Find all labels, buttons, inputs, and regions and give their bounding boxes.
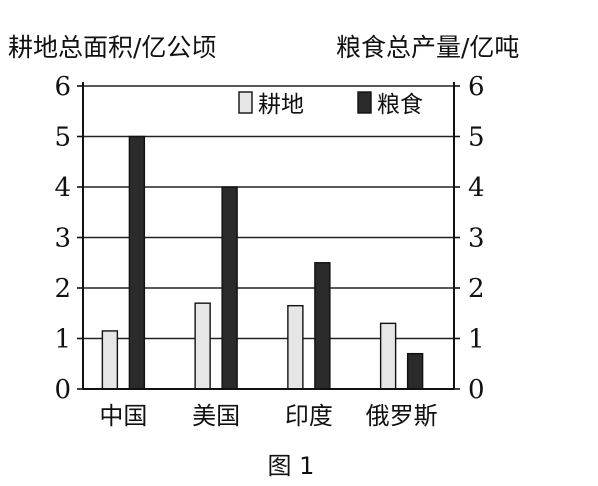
legend-swatch [357, 91, 372, 114]
right-tick-label: 5 [468, 123, 485, 153]
right-tick-label: 6 [468, 72, 485, 102]
legend-label: 粮食 [377, 92, 423, 118]
right-tick-label: 1 [468, 325, 485, 355]
right-tick-label: 2 [468, 274, 485, 304]
left-tick-label: 6 [54, 72, 71, 102]
bars [101, 135, 424, 390]
category-labels: 中国 美国 印度 俄罗斯 [99, 402, 437, 430]
bar-粮食-中国 [128, 135, 146, 390]
legend-swatch [238, 91, 253, 114]
left-tick-label: 0 [54, 375, 71, 405]
bar-耕地-中国 [101, 330, 119, 390]
category-label: 美国 [192, 402, 240, 430]
left-tick-label: 5 [54, 123, 71, 153]
bar-耕地-俄罗斯 [379, 322, 397, 390]
legend: 耕地 粮食 [238, 91, 423, 118]
left-tick-label: 3 [54, 224, 71, 254]
bar-耕地-印度 [287, 304, 304, 390]
left-axis-title: 耕地总面积/亿公顷 [8, 33, 217, 62]
right-tick-label: 3 [468, 224, 485, 254]
category-label: 中国 [99, 402, 147, 430]
bar-粮食-美国 [221, 186, 238, 390]
figure-caption: 图 1 [268, 452, 315, 480]
tick-labels: 0 0 1 1 2 2 3 3 4 4 5 5 6 6 [54, 72, 484, 405]
bar-粮食-印度 [314, 262, 331, 390]
bar-粮食-俄罗斯 [406, 352, 424, 390]
right-axis-title: 粮食总产量/亿吨 [336, 33, 520, 62]
right-tick-label: 0 [468, 375, 485, 405]
axes [77, 82, 460, 390]
right-tick-label: 4 [468, 173, 485, 203]
left-tick-label: 4 [54, 173, 71, 203]
bar-耕地-美国 [194, 302, 211, 390]
left-tick-label: 2 [54, 274, 71, 304]
category-label: 印度 [285, 402, 333, 430]
left-tick-label: 1 [54, 325, 71, 355]
category-label: 俄罗斯 [366, 402, 438, 430]
legend-label: 耕地 [258, 92, 304, 118]
